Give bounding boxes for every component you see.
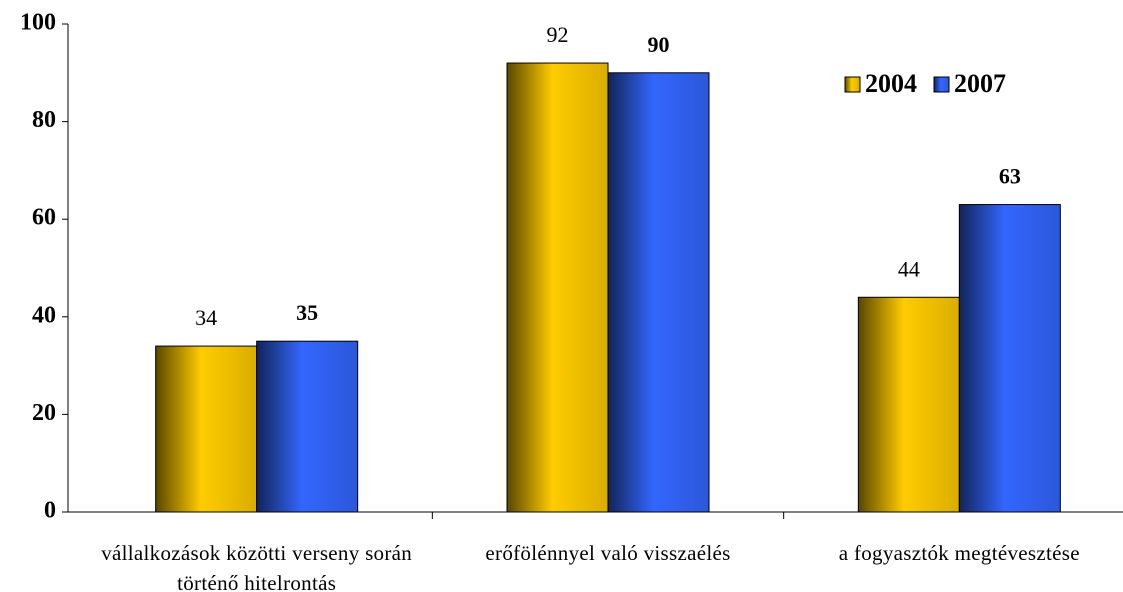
value-label: 63	[999, 164, 1021, 189]
x-tick-label: a fogyasztók megtévesztése	[838, 541, 1080, 565]
bar	[857, 296, 960, 513]
y-tick-label: 0	[44, 498, 56, 524]
value-label: 90	[648, 32, 670, 57]
legend-label: 2007	[954, 69, 1006, 98]
bar	[607, 72, 710, 513]
bar	[506, 62, 609, 513]
y-tick-label: 40	[32, 302, 56, 328]
value-label: 35	[296, 300, 318, 325]
y-tick-label: 60	[32, 205, 56, 231]
value-label: 34	[195, 305, 217, 330]
value-label: 92	[547, 22, 569, 47]
bar	[958, 204, 1061, 513]
y-tick-label: 20	[32, 400, 56, 426]
y-tick-label: 80	[32, 107, 56, 133]
legend-swatch	[933, 76, 950, 93]
x-tick-label: vállalkozások közötti verseny során tört…	[101, 541, 413, 592]
legend-label: 2004	[865, 69, 917, 98]
legend-swatch	[844, 76, 861, 93]
bar	[256, 340, 359, 513]
value-label: 44	[898, 256, 920, 281]
y-tick-label: 100	[20, 10, 56, 36]
x-tick-label: erőfölénnyel való visszaélés	[485, 541, 731, 565]
bar	[155, 345, 258, 513]
